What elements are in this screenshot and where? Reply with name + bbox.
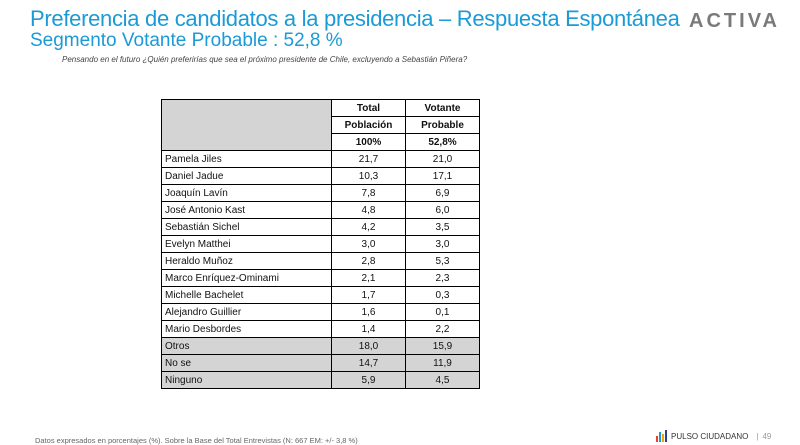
page-title: Preferencia de candidatos a la presidenc… [30,6,680,31]
table-header-row: Población Probable [162,116,480,134]
col-votante-header-1: Votante [405,99,480,117]
value-total: 1,7 [331,286,406,304]
table-row: José Antonio Kast 4,8 6,0 [161,201,480,219]
candidate-name: Otros [161,337,332,355]
candidate-name: Alejandro Guillier [161,303,332,321]
table-row: Otros 18,0 15,9 [161,337,480,355]
pulso-bars-icon [656,430,667,442]
brand-footer: PULSO CIUDADANO | 49 [656,430,771,442]
table-row: Daniel Jadue 10,3 17,1 [161,167,480,185]
table-row: Ninguno 5,9 4,5 [161,371,480,389]
table-header-row: 100% 52,8% [162,133,480,151]
brand-name: PULSO CIUDADANO [671,431,749,441]
candidate-name: Ninguno [161,371,332,389]
col-total-base: 100% [331,133,406,151]
table-row: Marco Enríquez-Ominami 2,1 2,3 [161,269,480,287]
value-votante: 3,5 [405,218,480,236]
table-row: Joaquín Lavín 7,8 6,9 [161,184,480,202]
value-votante: 6,9 [405,184,480,202]
value-total: 1,6 [331,303,406,321]
value-total: 18,0 [331,337,406,355]
value-votante: 4,5 [405,371,480,389]
value-total: 2,1 [331,269,406,287]
page-subtitle: Segmento Votante Probable : 52,8 % [30,30,343,51]
table-header-blank [161,99,332,151]
value-total: 21,7 [331,150,406,168]
value-total: 14,7 [331,354,406,372]
candidate-name: Pamela Jiles [161,150,332,168]
table-row: Mario Desbordes 1,4 2,2 [161,320,480,338]
value-votante: 2,2 [405,320,480,338]
brand-separator: | [756,431,759,441]
value-votante: 5,3 [405,252,480,270]
candidate-name: Marco Enríquez-Ominami [161,269,332,287]
value-votante: 0,3 [405,286,480,304]
value-total: 4,2 [331,218,406,236]
value-total: 10,3 [331,167,406,185]
candidate-name: José Antonio Kast [161,201,332,219]
footnote: Datos expresados en porcentajes (%). Sob… [35,436,358,445]
col-votante-header-2: Probable [405,116,480,134]
candidate-name: Heraldo Muñoz [161,252,332,270]
value-votante: 15,9 [405,337,480,355]
value-total: 7,8 [331,184,406,202]
value-votante: 21,0 [405,150,480,168]
candidate-name: Michelle Bachelet [161,286,332,304]
table-row: Michelle Bachelet 1,7 0,3 [161,286,480,304]
value-total: 5,9 [331,371,406,389]
activa-logo: ACTIVA [689,10,780,32]
table-row: Evelyn Matthei 3,0 3,0 [161,235,480,253]
value-total: 4,8 [331,201,406,219]
value-total: 1,4 [331,320,406,338]
value-total: 2,8 [331,252,406,270]
value-votante: 11,9 [405,354,480,372]
table-row: Pamela Jiles 21,7 21,0 [161,150,480,168]
value-votante: 17,1 [405,167,480,185]
value-votante: 2,3 [405,269,480,287]
col-votante-base: 52,8% [405,133,480,151]
value-total: 3,0 [331,235,406,253]
value-votante: 6,0 [405,201,480,219]
table-row: Sebastián Sichel 4,2 3,5 [161,218,480,236]
results-table: Total Votante Población Probable 100% 52… [161,99,480,389]
col-total-header-2: Población [331,116,406,134]
candidate-name: Evelyn Matthei [161,235,332,253]
value-votante: 3,0 [405,235,480,253]
table-header-row: Total Votante [161,99,480,151]
candidate-name: Joaquín Lavín [161,184,332,202]
col-total-header-1: Total [331,99,406,117]
table-row: Heraldo Muñoz 2,8 5,3 [161,252,480,270]
page-number: 49 [762,431,772,441]
candidate-name: Daniel Jadue [161,167,332,185]
candidate-name: Sebastián Sichel [161,218,332,236]
table-row: Alejandro Guillier 1,6 0,1 [161,303,480,321]
value-votante: 0,1 [405,303,480,321]
table-row: No se 14,7 11,9 [161,354,480,372]
candidate-name: Mario Desbordes [161,320,332,338]
survey-question: Pensando en el futuro ¿Quién preferirías… [62,55,468,64]
candidate-name: No se [161,354,332,372]
